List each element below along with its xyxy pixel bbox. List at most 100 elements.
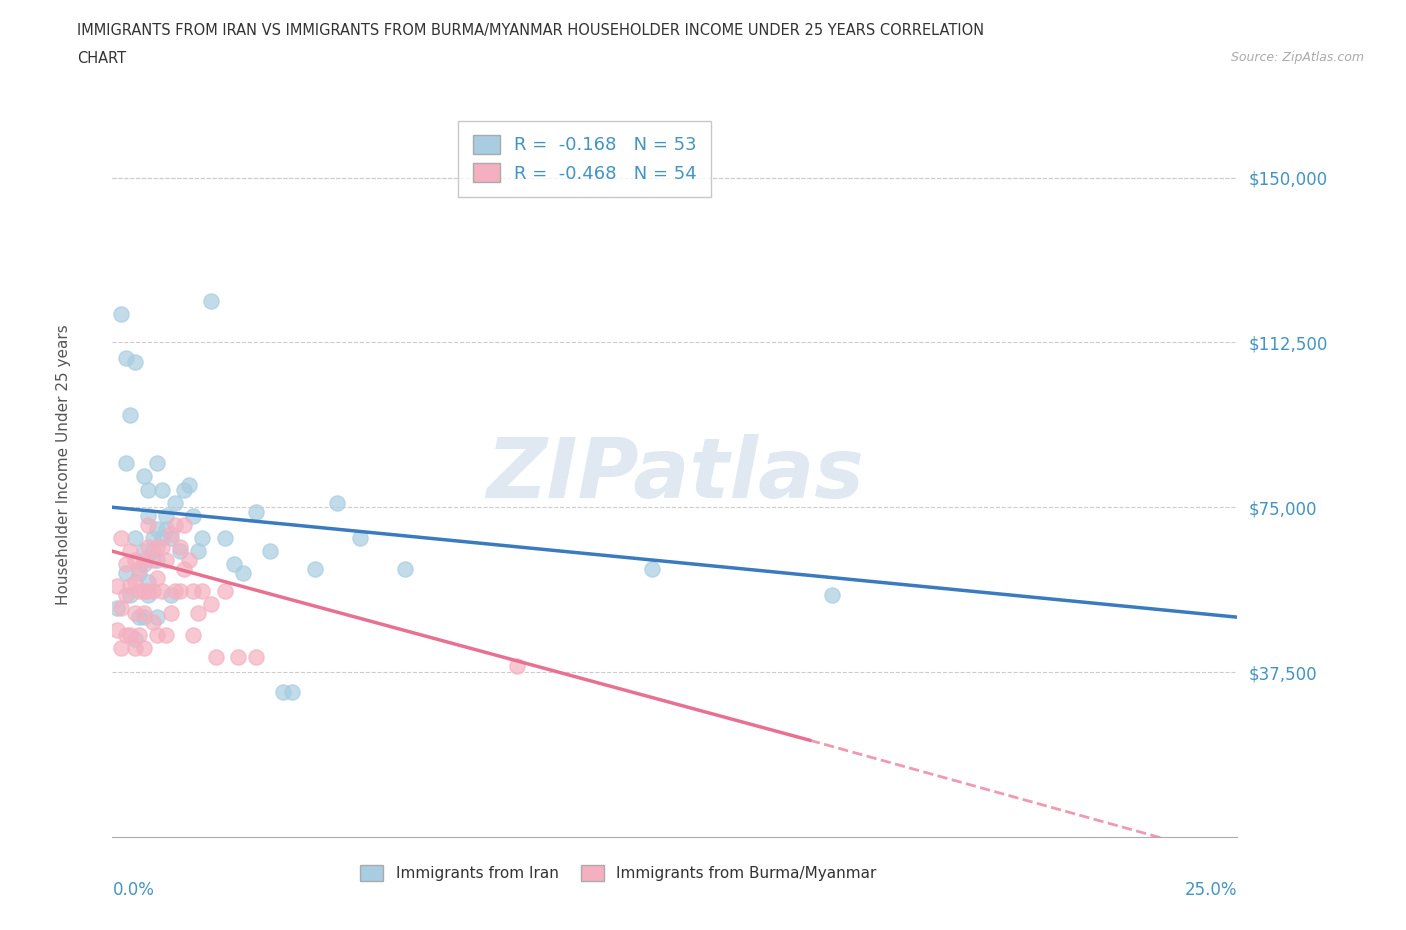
- Point: [115, 557, 138, 572]
- Point: [142, 583, 165, 598]
- Point: [183, 509, 205, 524]
- Point: [132, 605, 155, 620]
- Point: [124, 552, 146, 567]
- Point: [132, 610, 155, 625]
- Point: [222, 557, 245, 572]
- Text: CHART: CHART: [77, 51, 127, 66]
- Point: [138, 517, 160, 532]
- Point: [124, 354, 146, 369]
- Point: [214, 583, 236, 598]
- Point: [394, 562, 416, 577]
- Point: [146, 570, 169, 585]
- Point: [160, 531, 183, 546]
- Point: [187, 605, 209, 620]
- Point: [110, 641, 132, 656]
- Point: [160, 588, 183, 603]
- Point: [115, 456, 138, 471]
- Point: [150, 539, 173, 554]
- Text: Householder Income Under 25 years: Householder Income Under 25 years: [56, 325, 70, 605]
- Point: [128, 628, 150, 643]
- Point: [132, 469, 155, 484]
- Point: [124, 605, 146, 620]
- Point: [110, 601, 132, 616]
- Point: [146, 456, 169, 471]
- Text: 25.0%: 25.0%: [1185, 881, 1237, 898]
- Point: [232, 565, 254, 580]
- Point: [200, 596, 222, 611]
- Point: [259, 544, 281, 559]
- Point: [120, 588, 142, 603]
- Point: [326, 496, 349, 511]
- Point: [349, 531, 371, 546]
- Point: [191, 531, 214, 546]
- Point: [132, 544, 155, 559]
- Point: [304, 562, 326, 577]
- Point: [155, 628, 177, 643]
- Point: [142, 552, 165, 567]
- Point: [146, 539, 169, 554]
- Point: [124, 631, 146, 646]
- Point: [115, 628, 138, 643]
- Point: [142, 531, 165, 546]
- Point: [128, 610, 150, 625]
- Point: [169, 539, 191, 554]
- Point: [169, 583, 191, 598]
- Point: [169, 544, 191, 559]
- Point: [200, 293, 222, 308]
- Point: [138, 509, 160, 524]
- Point: [273, 684, 295, 699]
- Text: Source: ZipAtlas.com: Source: ZipAtlas.com: [1230, 51, 1364, 64]
- Point: [165, 517, 187, 532]
- Point: [105, 579, 128, 594]
- Point: [150, 583, 173, 598]
- Point: [506, 658, 529, 673]
- Point: [228, 649, 250, 664]
- Point: [128, 562, 150, 577]
- Point: [146, 628, 169, 643]
- Point: [165, 496, 187, 511]
- Point: [191, 583, 214, 598]
- Point: [173, 517, 195, 532]
- Point: [124, 531, 146, 546]
- Point: [177, 552, 200, 567]
- Text: ZIPatlas: ZIPatlas: [486, 433, 863, 515]
- Point: [138, 539, 160, 554]
- Point: [138, 588, 160, 603]
- Point: [155, 509, 177, 524]
- Point: [120, 544, 142, 559]
- Point: [146, 552, 169, 567]
- Point: [128, 565, 150, 580]
- Point: [821, 588, 844, 603]
- Point: [105, 601, 128, 616]
- Point: [155, 522, 177, 537]
- Text: 0.0%: 0.0%: [112, 881, 155, 898]
- Point: [142, 544, 165, 559]
- Point: [142, 614, 165, 629]
- Point: [124, 575, 146, 590]
- Point: [132, 641, 155, 656]
- Point: [173, 483, 195, 498]
- Point: [115, 351, 138, 365]
- Point: [214, 531, 236, 546]
- Legend: Immigrants from Iran, Immigrants from Burma/Myanmar: Immigrants from Iran, Immigrants from Bu…: [354, 859, 883, 887]
- Point: [641, 562, 664, 577]
- Point: [132, 583, 155, 598]
- Point: [132, 552, 155, 567]
- Point: [110, 531, 132, 546]
- Point: [110, 306, 132, 321]
- Point: [177, 478, 200, 493]
- Point: [120, 579, 142, 594]
- Point: [155, 552, 177, 567]
- Point: [120, 628, 142, 643]
- Point: [146, 522, 169, 537]
- Text: IMMIGRANTS FROM IRAN VS IMMIGRANTS FROM BURMA/MYANMAR HOUSEHOLDER INCOME UNDER 2: IMMIGRANTS FROM IRAN VS IMMIGRANTS FROM …: [77, 23, 984, 38]
- Point: [281, 684, 304, 699]
- Point: [124, 641, 146, 656]
- Point: [165, 583, 187, 598]
- Point: [138, 583, 160, 598]
- Point: [138, 575, 160, 590]
- Point: [245, 504, 267, 519]
- Point: [160, 526, 183, 541]
- Point: [150, 531, 173, 546]
- Point: [187, 544, 209, 559]
